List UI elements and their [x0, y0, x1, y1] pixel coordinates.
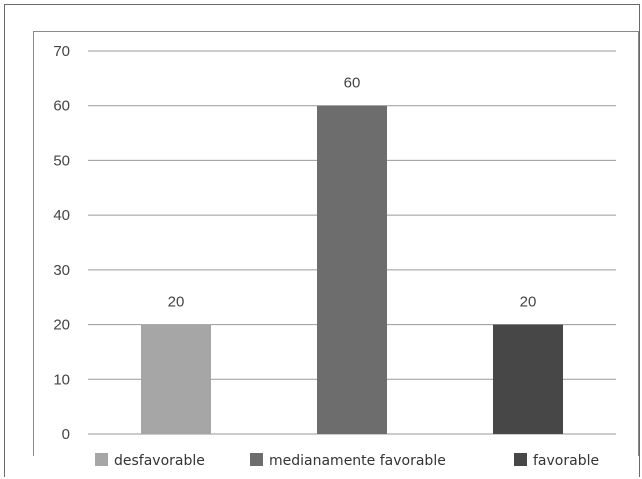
data-label: 20 — [168, 294, 185, 311]
y-tick-label: 10 — [53, 371, 70, 388]
bar-desfavorable — [141, 324, 211, 434]
y-tick-label: 30 — [53, 262, 70, 279]
bar-medianamente-favorable — [317, 105, 387, 434]
chart-frame — [33, 31, 639, 456]
legend-label: medianamente favorable — [269, 453, 446, 469]
legend: desfavorable medianamente favorable favora… — [95, 453, 599, 469]
y-tick-label: 60 — [53, 98, 70, 115]
outer-frame — [4, 4, 640, 477]
legend-swatch-desfavorable — [95, 453, 108, 466]
y-tick-label: 20 — [53, 317, 70, 334]
y-tick-label: 50 — [53, 152, 70, 169]
legend-label: favorable — [533, 453, 599, 469]
y-tick-label: 70 — [53, 43, 70, 60]
bars — [141, 105, 563, 434]
data-label: 60 — [344, 75, 361, 92]
data-label: 20 — [520, 294, 537, 311]
bar-favorable — [493, 324, 563, 434]
legend-swatch-medianamente-favorable — [250, 453, 263, 466]
y-tick-label: 0 — [62, 426, 70, 443]
y-tick-label: 40 — [53, 207, 70, 224]
legend-swatch-favorable — [514, 453, 527, 466]
y-axis-ticks: 0 10 20 30 40 50 60 70 — [53, 43, 70, 443]
data-labels: 20 60 20 — [168, 75, 537, 311]
legend-label: desfavorable — [114, 453, 205, 469]
